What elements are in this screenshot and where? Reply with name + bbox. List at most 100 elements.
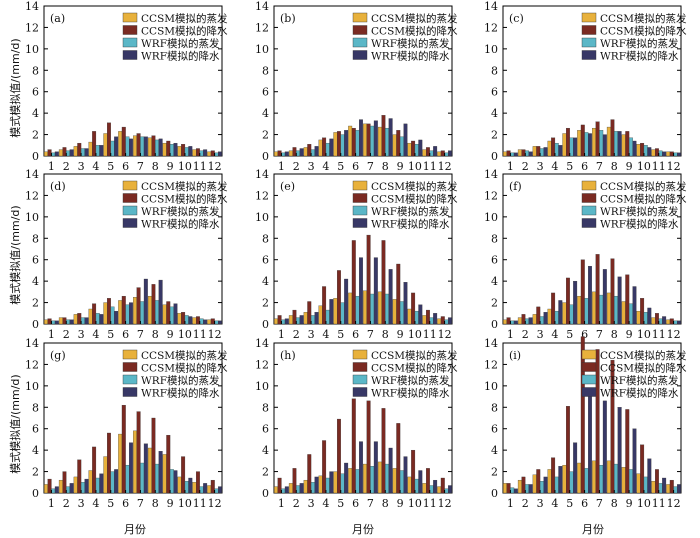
bar (621, 301, 626, 325)
bar (403, 123, 408, 157)
bar (606, 292, 611, 325)
x-tick-label: 4 (322, 497, 329, 510)
bar (195, 316, 200, 325)
bar (617, 407, 622, 494)
bar (580, 259, 585, 325)
bar (388, 447, 393, 494)
bar (588, 133, 592, 157)
y-tick-label: 12 (25, 21, 39, 34)
bar (114, 310, 119, 325)
x-tick-label: 4 (92, 497, 99, 510)
bar (673, 320, 678, 325)
x-tick-label: 8 (611, 497, 618, 510)
y-tick-label: 4 (491, 107, 498, 120)
x-tick-label: 1 (48, 160, 55, 173)
bar (162, 304, 167, 325)
bar (558, 466, 563, 494)
bar (513, 488, 518, 494)
bar (69, 319, 74, 325)
y-tick-label: 2 (491, 466, 498, 479)
bar (173, 303, 178, 325)
bar (140, 136, 145, 157)
bar (103, 302, 108, 325)
bar (62, 147, 67, 157)
bar (158, 279, 163, 325)
legend-label: WRF模拟的蒸发 (600, 205, 679, 218)
bar (203, 319, 208, 325)
y-tick-label: 10 (484, 211, 498, 224)
bar (181, 312, 186, 325)
bar (425, 147, 430, 157)
x-tick-label: 10 (637, 328, 651, 341)
bar (210, 318, 215, 325)
bar (51, 152, 56, 157)
bar (517, 317, 522, 325)
x-tick-label: 2 (522, 328, 529, 341)
bar (602, 400, 607, 494)
bar (162, 454, 167, 494)
bar (195, 471, 200, 494)
bar (625, 274, 630, 325)
x-tick-label: 10 (637, 160, 651, 173)
y-tick-label: 4 (491, 275, 498, 288)
legend-swatch (352, 349, 368, 360)
legend-swatch (581, 180, 597, 191)
x-tick-label: 3 (78, 497, 85, 510)
bar (621, 467, 626, 494)
bar (344, 462, 349, 494)
y-tick-label: 2 (32, 466, 39, 479)
bar (73, 146, 78, 157)
bar (366, 400, 371, 494)
y-tick-label: 0 (32, 150, 39, 163)
bar (422, 483, 427, 494)
bar (658, 150, 663, 157)
bar (669, 151, 674, 157)
plot-frame (43, 173, 223, 325)
bar (95, 145, 100, 157)
bar (366, 123, 371, 157)
x-tick-label: 8 (611, 160, 618, 173)
bar (281, 319, 286, 325)
x-tick-label: 9 (167, 497, 174, 510)
plot-frame (43, 5, 223, 157)
bar (414, 310, 419, 325)
x-tick-label: 1 (278, 328, 285, 341)
bar (307, 144, 312, 157)
y-tick-label: 6 (32, 254, 39, 267)
bar (655, 469, 659, 494)
bar (210, 150, 215, 157)
bar (370, 293, 375, 325)
legend-label: CCSM模拟的降水 (141, 25, 228, 38)
x-tick-label: 8 (382, 160, 389, 173)
bar (333, 471, 338, 494)
bar (528, 317, 533, 325)
bar (418, 139, 423, 157)
y-tick-label: 8 (491, 401, 498, 414)
bar (336, 131, 341, 157)
legend-label: CCSM模拟的降水 (371, 25, 458, 38)
x-tick-label: 11 (423, 160, 437, 173)
bar (62, 317, 67, 325)
y-tick-label: 6 (32, 423, 39, 436)
legend-label: CCSM模拟的降水 (141, 362, 228, 375)
bar (595, 121, 600, 157)
x-tick-label: 1 (48, 497, 55, 510)
bar (440, 477, 445, 494)
bar (517, 149, 522, 157)
x-tick-label: 1 (507, 497, 514, 510)
bar (329, 471, 334, 494)
bar (366, 234, 371, 325)
bar (288, 483, 293, 494)
bar (274, 151, 278, 157)
bar (292, 468, 297, 494)
bar (66, 150, 70, 157)
bar (318, 475, 323, 494)
y-tick-label: 2 (491, 129, 498, 142)
bar (628, 469, 633, 494)
bar (399, 136, 404, 157)
legend-label: WRF模拟的降水 (141, 50, 220, 63)
bar (669, 479, 674, 494)
legend-swatch (581, 25, 597, 35)
x-tick-label: 11 (652, 328, 666, 341)
x-tick-label: 4 (92, 160, 99, 173)
